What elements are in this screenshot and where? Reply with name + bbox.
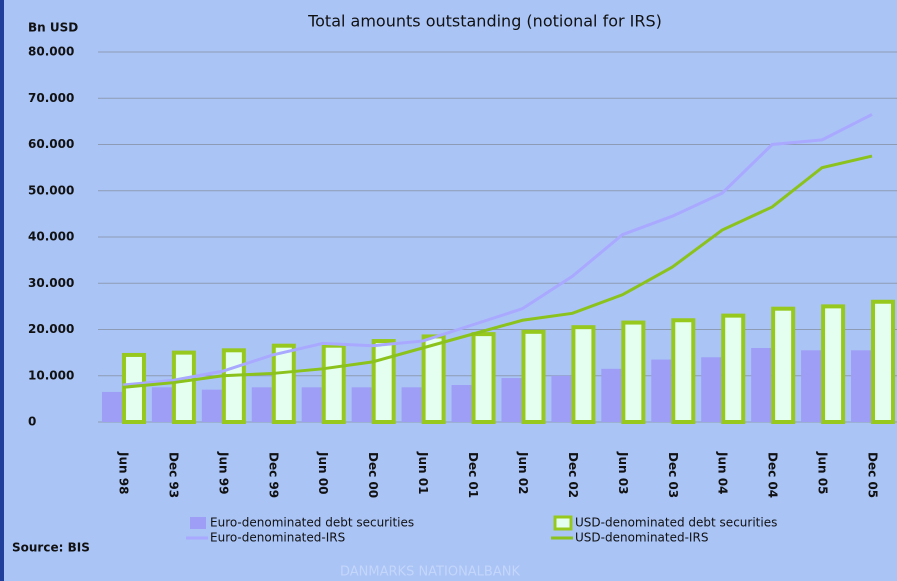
line bbox=[122, 154, 873, 389]
bar bbox=[751, 348, 772, 422]
y-axis-label: Bn USD bbox=[28, 21, 78, 35]
y-tick-label: 0 bbox=[28, 415, 36, 429]
x-tick-label: Jun 00 bbox=[316, 451, 330, 494]
y-tick-label: 50.000 bbox=[28, 183, 74, 197]
bar bbox=[721, 313, 746, 424]
x-tick-label: Jun 04 bbox=[716, 451, 730, 494]
bar bbox=[471, 332, 496, 424]
x-tick-label: Jun 05 bbox=[816, 451, 830, 494]
x-tick-label: Dec 00 bbox=[366, 452, 380, 498]
legend-label: Euro-denominated-IRS bbox=[210, 531, 345, 545]
bar bbox=[821, 304, 846, 424]
y-tick-label: 20.000 bbox=[28, 322, 74, 336]
legend-swatch bbox=[190, 517, 206, 529]
legend-label: USD-denominated debt securities bbox=[575, 516, 777, 530]
bar bbox=[221, 348, 246, 424]
x-tick-label: Dec 02 bbox=[566, 452, 580, 498]
bar bbox=[501, 378, 522, 422]
x-tick-label: Jun 03 bbox=[616, 451, 630, 494]
x-tick-label: Jun 98 bbox=[116, 451, 130, 494]
border bbox=[0, 0, 4, 581]
x-tick-label: Dec 04 bbox=[766, 452, 780, 498]
bar bbox=[421, 334, 446, 424]
footer: DANMARKS NATIONALBANK bbox=[340, 565, 520, 580]
bar bbox=[371, 339, 396, 424]
x-tick-label: Jun 99 bbox=[216, 451, 230, 494]
bar bbox=[701, 357, 722, 422]
bar bbox=[151, 387, 172, 422]
bar bbox=[671, 318, 696, 424]
legend-swatch bbox=[553, 515, 573, 531]
x-tick-label: Dec 05 bbox=[866, 452, 880, 498]
bar bbox=[801, 350, 822, 422]
bar bbox=[651, 359, 672, 422]
line bbox=[122, 113, 873, 387]
bar bbox=[521, 329, 546, 424]
y-tick-label: 10.000 bbox=[28, 368, 74, 382]
bar bbox=[201, 389, 222, 422]
x-tick-label: Jun 01 bbox=[416, 451, 430, 494]
legend-label: Euro-denominated debt securities bbox=[210, 516, 414, 530]
bar bbox=[251, 387, 272, 422]
y-tick-label: 70.000 bbox=[28, 91, 74, 105]
x-tick-label: Dec 99 bbox=[266, 452, 280, 498]
legend-label: USD-denominated-IRS bbox=[575, 531, 708, 545]
bar bbox=[171, 350, 196, 424]
bar bbox=[551, 375, 572, 422]
bar bbox=[871, 299, 896, 424]
bar bbox=[271, 343, 296, 424]
bar bbox=[301, 387, 322, 422]
bar bbox=[101, 391, 122, 422]
bar bbox=[321, 343, 346, 424]
x-tick-label: Dec 03 bbox=[666, 452, 680, 498]
bar bbox=[121, 352, 146, 424]
bar bbox=[451, 385, 472, 422]
source: Source: BIS bbox=[12, 541, 90, 555]
bar bbox=[351, 387, 372, 422]
y-tick-label: 60.000 bbox=[28, 137, 74, 151]
bar bbox=[621, 320, 646, 424]
x-tick-label: Jun 02 bbox=[516, 451, 530, 494]
bar bbox=[401, 387, 422, 422]
x-tick-label: Dec 01 bbox=[466, 452, 480, 498]
bar bbox=[771, 306, 796, 424]
bar bbox=[601, 368, 622, 422]
y-tick-label: 80.000 bbox=[28, 45, 74, 59]
y-tick-label: 30.000 bbox=[28, 276, 74, 290]
bar bbox=[851, 350, 872, 422]
y-tick-label: 40.000 bbox=[28, 230, 74, 244]
x-tick-label: Dec 93 bbox=[166, 452, 180, 498]
bar bbox=[571, 325, 596, 424]
chart-title: Total amounts outstanding (notional for … bbox=[307, 12, 662, 31]
